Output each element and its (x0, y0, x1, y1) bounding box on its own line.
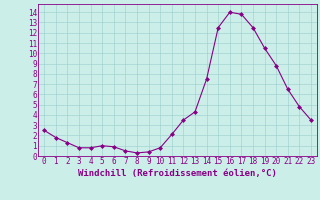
X-axis label: Windchill (Refroidissement éolien,°C): Windchill (Refroidissement éolien,°C) (78, 169, 277, 178)
